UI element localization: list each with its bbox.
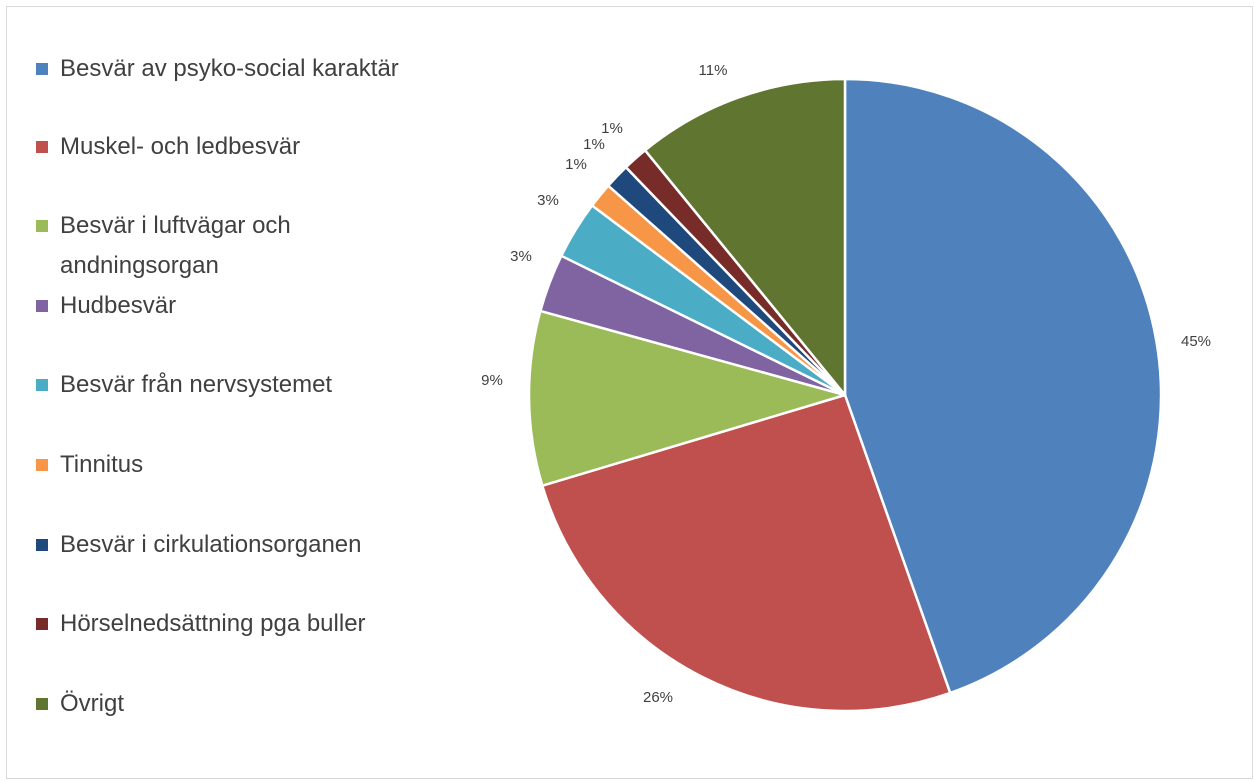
legend-label: Besvär av psyko-social karaktär bbox=[60, 55, 399, 82]
legend-label: Övrigt bbox=[60, 690, 125, 717]
legend-swatch bbox=[36, 141, 48, 153]
legend-swatch bbox=[36, 300, 48, 312]
data-label: 1% bbox=[601, 120, 623, 137]
data-label: 45% bbox=[1181, 333, 1211, 350]
data-label: 26% bbox=[643, 689, 673, 706]
legend-swatch bbox=[36, 618, 48, 630]
legend-swatch bbox=[36, 220, 48, 232]
pie-slice bbox=[527, 309, 847, 487]
legend-swatch bbox=[36, 698, 48, 710]
data-label: 1% bbox=[565, 156, 587, 173]
pie-slice bbox=[643, 77, 847, 397]
legend-label: Besvär i cirkulationsorganen bbox=[60, 531, 362, 558]
legend-swatch bbox=[36, 459, 48, 471]
data-label: 3% bbox=[510, 248, 532, 265]
data-label: 1% bbox=[583, 136, 605, 153]
data-label: 11% bbox=[699, 62, 728, 79]
pie-slice bbox=[541, 393, 952, 713]
legend-label: Tinnitus bbox=[60, 451, 144, 478]
legend-swatch bbox=[36, 63, 48, 75]
pie-slice bbox=[843, 77, 1163, 695]
legend-swatch bbox=[36, 379, 48, 391]
legend-label: Muskel- och ledbesvär bbox=[60, 133, 301, 160]
legend-swatch bbox=[36, 539, 48, 551]
legend-label: Hörselnedsättning pga buller bbox=[60, 610, 366, 637]
legend-label: Hudbesvär bbox=[60, 292, 177, 319]
legend: Besvär av psyko-social karaktär Muskel- … bbox=[36, 0, 456, 781]
data-label: 3% bbox=[537, 192, 559, 209]
legend-label: Besvär i luftvägar och andningsorgan bbox=[60, 212, 291, 279]
legend-label: Besvär från nervsystemet bbox=[60, 371, 333, 398]
data-label: 9% bbox=[481, 372, 503, 389]
